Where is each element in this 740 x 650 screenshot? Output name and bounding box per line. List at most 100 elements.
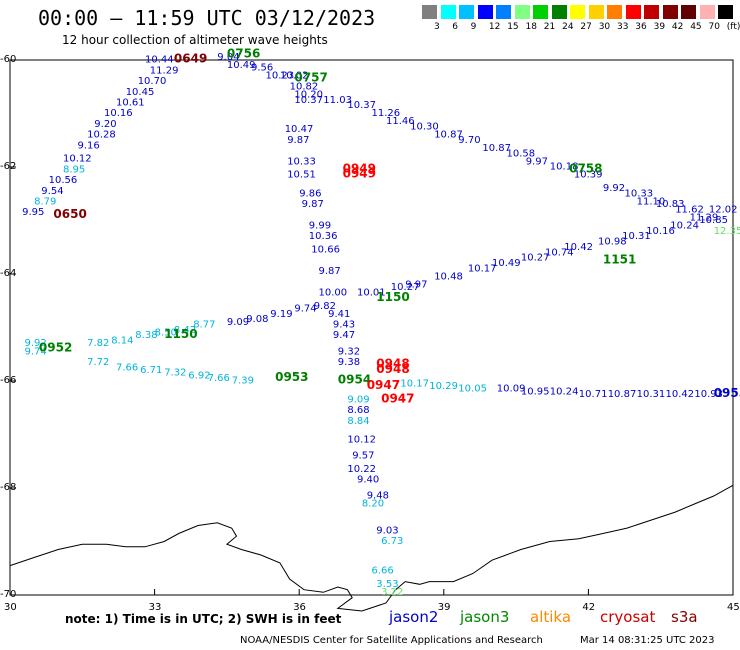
wave-height-label: 10.48 <box>434 271 463 282</box>
satellite-cryosat: cryosat <box>600 608 656 626</box>
wave-height-label: 9.92 <box>603 183 625 194</box>
latitude-tick-label: -68 <box>0 482 17 493</box>
wave-height-label: 6.73 <box>381 536 403 547</box>
wave-height-label: 12.02 <box>709 205 738 216</box>
wave-height-label: 6.66 <box>372 566 394 577</box>
wave-height-label: 10.27 <box>521 253 550 264</box>
wave-height-label: 8.84 <box>347 416 369 427</box>
footer-timestamp: Mar 14 08:31:25 UTC 2023 <box>580 635 715 646</box>
pass-time-label: 0955 <box>714 386 740 400</box>
wave-height-label: 10.05 <box>458 384 487 395</box>
wave-height-label: 10.83 <box>656 199 685 210</box>
legend-swatch <box>644 5 659 19</box>
wave-height-label: 8.68 <box>347 405 369 416</box>
wave-height-label: 7.72 <box>87 357 109 368</box>
wave-height-label: 9.97 <box>526 156 548 167</box>
wave-height-label: 9.16 <box>78 140 100 151</box>
wave-height-label: 8.20 <box>362 499 384 510</box>
wave-height-label: 9.38 <box>338 357 360 368</box>
footer-credit: NOAA/NESDIS Center for Satellite Applica… <box>240 635 543 646</box>
legend-label: 21 <box>543 22 556 32</box>
wave-height-label: 9.82 <box>314 301 336 312</box>
satellite-s3a: s3a <box>671 608 698 626</box>
latitude-tick-label: -64 <box>0 268 17 279</box>
legend-label: 6 <box>452 22 459 32</box>
pass-time-label: 0757 <box>294 70 327 84</box>
wave-height-label: 10.16 <box>646 226 675 237</box>
wave-height-label: 10.37 <box>294 95 323 106</box>
wave-height-label: 10.27 <box>391 282 420 293</box>
wave-height-label: 10.56 <box>49 175 78 186</box>
page-title: 00:00 – 11:59 UTC 03/12/2023 <box>38 6 376 30</box>
wave-height-label: 10.31 <box>622 231 651 242</box>
longitude-tick-label: 39 <box>437 602 451 613</box>
measurements-layer: 10.4411.2910.7010.4510.6110.169.2010.289… <box>22 52 740 598</box>
pass-time-label: 0954 <box>338 373 371 387</box>
wave-height-label: 10.93 <box>694 389 723 400</box>
wave-height-label: 10.95 <box>521 386 550 397</box>
wave-height-label: 10.87 <box>608 389 637 400</box>
longitude-tick-label: 36 <box>293 602 306 613</box>
wave-height-label: 8.50 <box>155 328 177 339</box>
wave-height-label: 9.03 <box>376 526 398 537</box>
wave-height-label: 11.10 <box>637 197 666 208</box>
pass-time-label: 0952 <box>39 341 72 355</box>
wave-height-label: 10.24 <box>670 221 699 232</box>
legend-label: 18 <box>525 22 537 32</box>
legend-swatch <box>440 5 456 19</box>
wave-height-label: 10.09 <box>497 384 526 395</box>
satellite-jason2: jason2 <box>389 608 439 626</box>
legend-swatch <box>496 5 511 19</box>
latitude-tick-label: -70 <box>0 589 17 600</box>
wave-height-label: 9.70 <box>458 135 480 146</box>
wave-height-label: 9.87 <box>287 135 309 146</box>
satellite-altika: altika <box>530 608 572 626</box>
wave-height-label: 10.49 <box>492 258 521 269</box>
legend-swatch <box>514 5 530 19</box>
wave-height-label: 9.74 <box>294 304 316 315</box>
legend-swatch <box>533 5 548 19</box>
legend-swatch <box>718 5 733 19</box>
legend-swatch <box>588 5 604 19</box>
legend-label: 3 <box>434 22 440 32</box>
wave-height-label: 7.66 <box>208 373 230 384</box>
wave-height-label: 10.33 <box>625 188 654 199</box>
wave-height-label: 9.32 <box>338 346 360 357</box>
wave-height-label: 6.71 <box>140 365 162 376</box>
legend-swatch <box>607 5 622 19</box>
longitude-tick-label: 42 <box>582 602 596 613</box>
pass-time-label: 1151 <box>603 252 636 266</box>
wave-height-label: 10.51 <box>287 170 316 181</box>
wave-height-label: 9.87 <box>319 266 341 277</box>
wave-height-label: 9.09 <box>227 317 249 328</box>
wave-height-label: 6.92 <box>188 370 210 381</box>
pass-time-label: 0947 <box>381 391 414 405</box>
wave-height-label: 10.30 <box>410 122 439 133</box>
pass-time-label: 1150 <box>376 290 409 304</box>
legend-label: 9 <box>470 22 477 32</box>
wave-height-label: 9.74 <box>25 346 47 357</box>
legend-label: 45 <box>690 22 702 32</box>
longitude-tick-label: 45 <box>727 602 740 613</box>
wave-height-label: 8.79 <box>34 197 56 208</box>
legend-label: 15 <box>507 22 519 32</box>
wave-height-label: 9.54 <box>41 186 63 197</box>
wave-height-label: 9.99 <box>309 221 331 232</box>
wave-height-label: 9.40 <box>357 475 379 486</box>
wave-height-label: 10.22 <box>347 464 376 475</box>
wave-height-label: 9.43 <box>333 320 355 331</box>
pass-time-label: 0953 <box>275 370 308 384</box>
wave-height-label: 10.61 <box>116 98 145 109</box>
wave-height-label: 11.46 <box>386 116 415 127</box>
wave-height-label: 8.14 <box>111 336 133 347</box>
wave-height-label: 9.48 <box>367 491 389 502</box>
wave-height-label: 3.22 <box>381 587 403 598</box>
legend-label: 42 <box>671 22 684 32</box>
wave-height-label: 9.09 <box>347 394 369 405</box>
wave-height-label: 10.58 <box>507 148 536 159</box>
coastline <box>9 484 734 612</box>
legend-swatch <box>662 5 678 19</box>
pass-time-label: 0948 <box>376 362 409 376</box>
wave-height-label: 9.20 <box>94 119 116 130</box>
